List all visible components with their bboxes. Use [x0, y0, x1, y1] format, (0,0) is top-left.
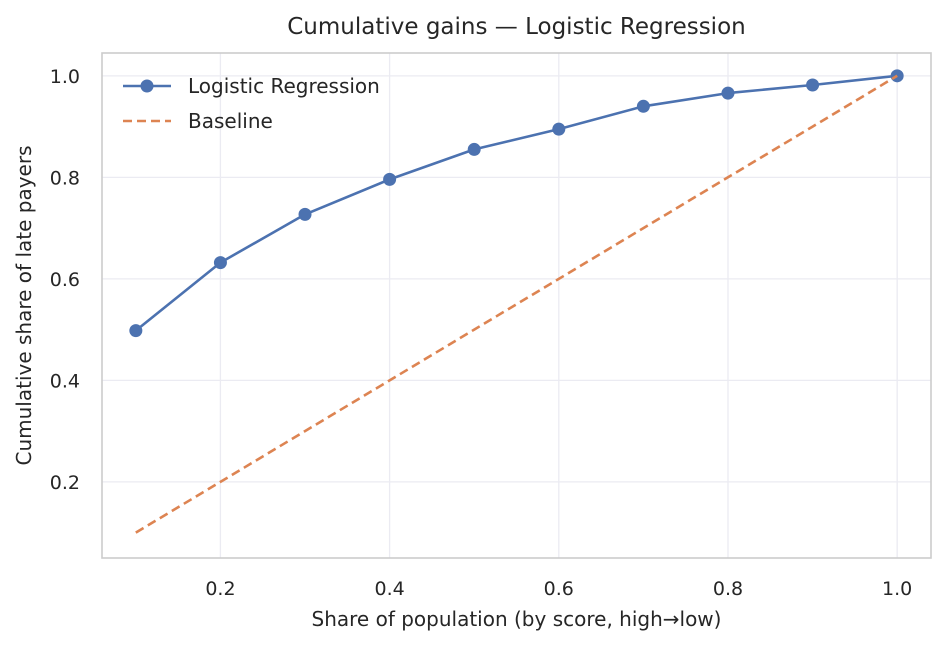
tick-layer: 0.2 0.4 0.6 0.8 1.0 0.2 0.4 0.6 0.8 1.0 [50, 66, 912, 600]
grid-layer [102, 53, 931, 558]
x-tick-label: 0.8 [713, 578, 743, 600]
data-point-logistic-regression [467, 142, 481, 156]
y-tick-label: 0.6 [50, 269, 80, 291]
plot-frame [101, 52, 932, 559]
y-tick-label: 0.8 [50, 167, 80, 189]
legend-marker-logistic-regression [140, 79, 154, 93]
legend-label-baseline: Baseline [188, 109, 273, 133]
x-tick-label: 0.6 [544, 578, 574, 600]
data-point-logistic-regression [213, 256, 227, 270]
series-layer [129, 69, 904, 534]
data-point-logistic-regression [806, 78, 820, 92]
data-point-logistic-regression [129, 324, 143, 338]
series-line-baseline [135, 74, 898, 534]
data-point-logistic-regression [383, 172, 397, 186]
y-tick-label: 0.4 [50, 370, 80, 392]
x-tick-label: 1.0 [882, 578, 912, 600]
y-axis-title: Cumulative share of late payers [12, 146, 36, 466]
y-tick-label: 1.0 [50, 66, 80, 88]
y-tick-label: 0.2 [50, 472, 80, 494]
legend: Logistic Regression Baseline [123, 74, 380, 133]
chart-title: Cumulative gains — Logistic Regression [287, 14, 745, 40]
x-tick-label: 0.4 [375, 578, 405, 600]
data-point-logistic-regression [721, 86, 735, 100]
x-tick-label: 0.2 [205, 578, 235, 600]
legend-label-logistic-regression: Logistic Regression [188, 74, 380, 98]
series-line-logistic-regression [134, 74, 898, 332]
data-point-logistic-regression [552, 122, 566, 136]
data-point-logistic-regression [298, 207, 312, 221]
x-axis-title: Share of population (by score, high→low) [312, 607, 722, 631]
data-point-logistic-regression [636, 99, 650, 113]
